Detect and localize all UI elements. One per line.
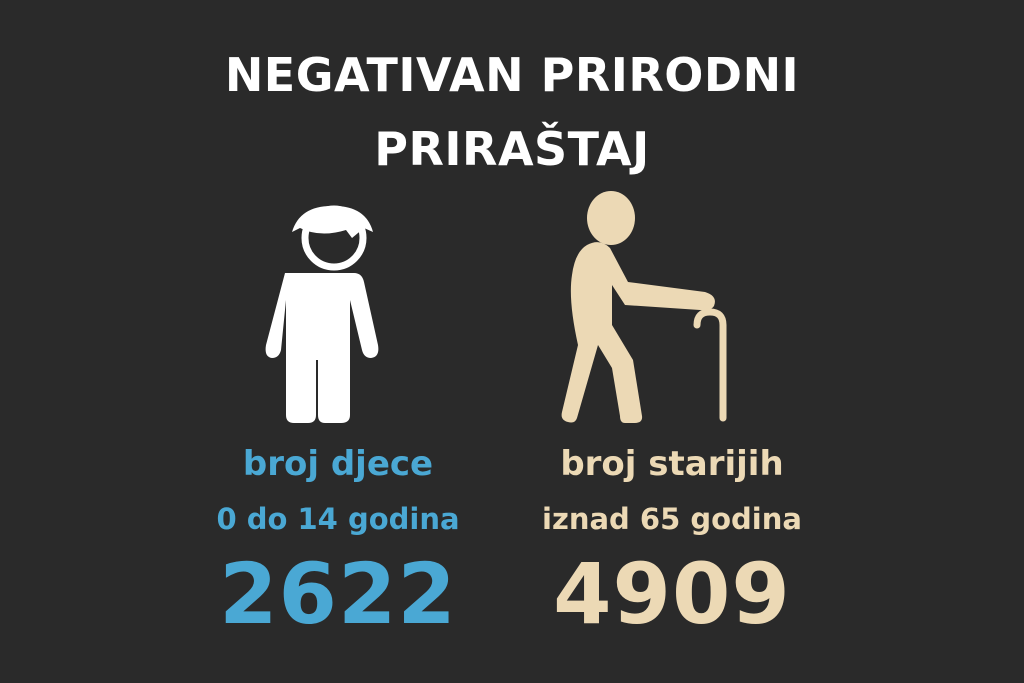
- children-value: 2622: [219, 545, 457, 643]
- elderly-with-cane-icon: [561, 191, 727, 423]
- elderly-label: broj starijih: [560, 444, 784, 484]
- title-line-2: PRIRAŠTAJ: [374, 122, 650, 176]
- children-sublabel: 0 do 14 godina: [216, 502, 460, 536]
- child-icon: [265, 205, 379, 423]
- title-line-1: NEGATIVAN PRIRODNI: [224, 48, 800, 102]
- elderly-value: 4909: [553, 545, 791, 643]
- children-label: broj djece: [242, 444, 434, 484]
- elderly-sublabel: iznad 65 godina: [542, 502, 802, 536]
